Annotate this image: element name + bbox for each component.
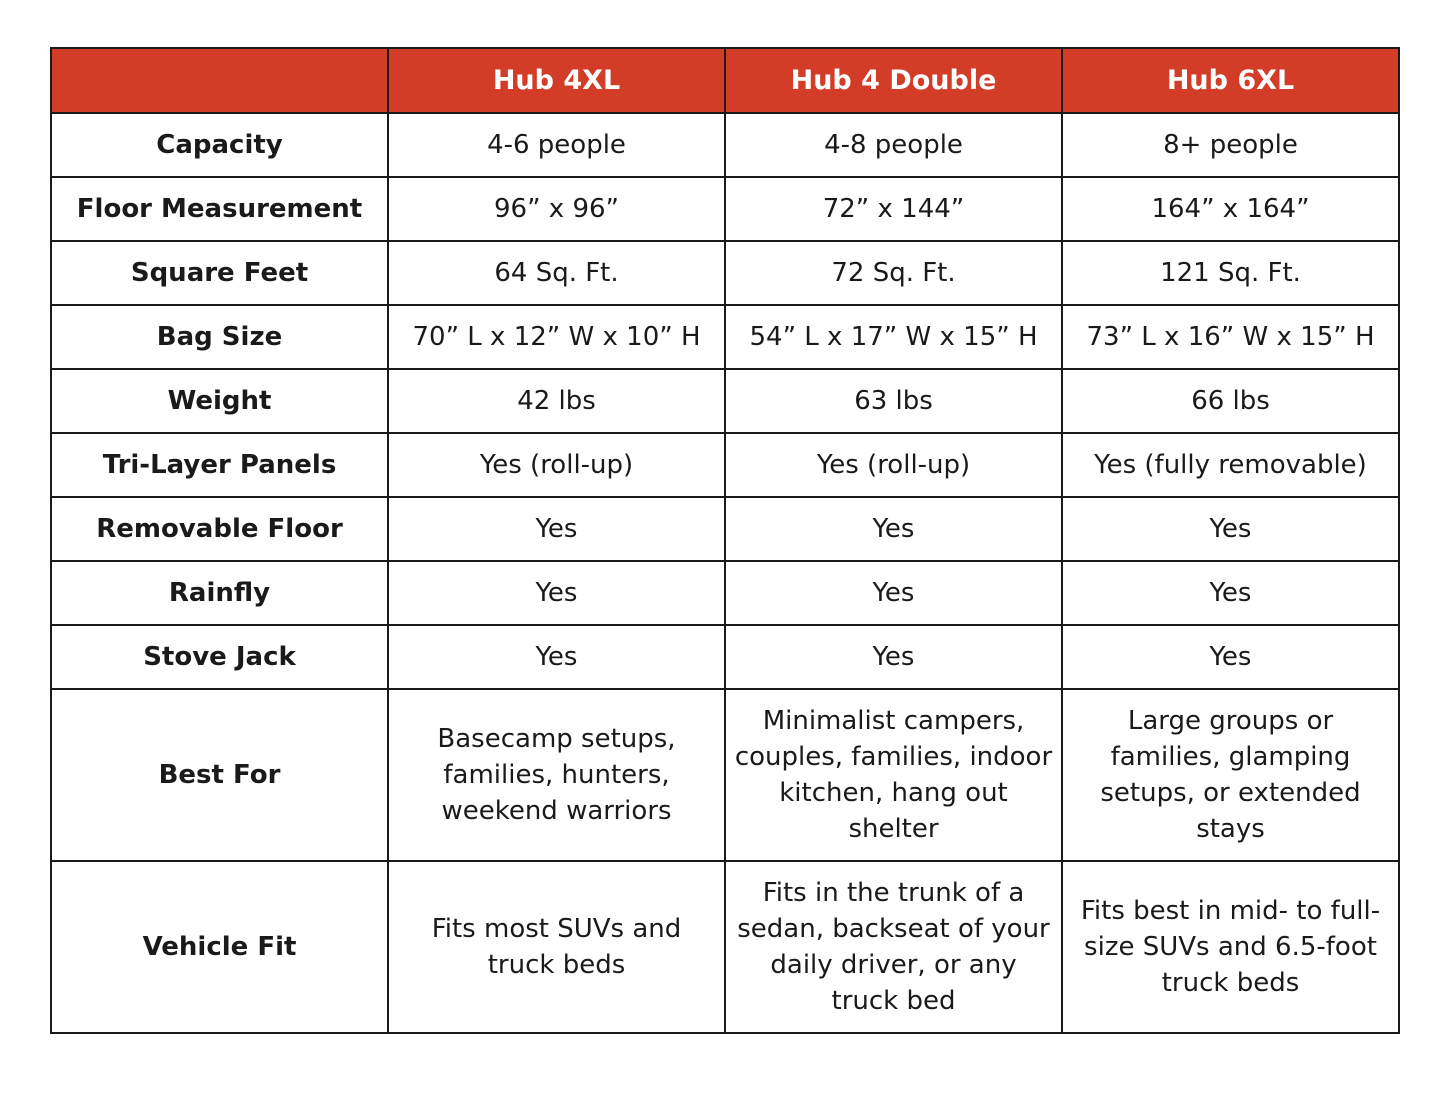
table-cell: 164” x 164” xyxy=(1061,176,1400,242)
row-label: Capacity xyxy=(50,112,389,178)
header-row: Hub 4XL Hub 4 Double Hub 6XL xyxy=(50,47,1400,114)
header-hub-4xl: Hub 4XL xyxy=(387,47,726,114)
table-cell: Large groups or families, glamping setup… xyxy=(1061,688,1400,862)
table-row: Floor Measurement 96” x 96” 72” x 144” 164”… xyxy=(50,176,1400,242)
table-cell: Minimalist campers, couples, families, i… xyxy=(724,688,1063,862)
table-cell: Fits in the trunk of a sedan, backseat o… xyxy=(724,860,1063,1034)
table-cell: 121 Sq. Ft. xyxy=(1061,240,1400,306)
table-cell: Yes (roll-up) xyxy=(387,432,726,498)
row-label: Vehicle Fit xyxy=(50,860,389,1034)
row-label: Stove Jack xyxy=(50,624,389,690)
table-cell: 64 Sq. Ft. xyxy=(387,240,726,306)
table-cell: 42 lbs xyxy=(387,368,726,434)
table-cell: Yes xyxy=(387,496,726,562)
table-cell: Yes xyxy=(1061,624,1400,690)
row-label: Floor Measurement xyxy=(50,176,389,242)
table-cell: 8+ people xyxy=(1061,112,1400,178)
table-cell: 72 Sq. Ft. xyxy=(724,240,1063,306)
row-label: Weight xyxy=(50,368,389,434)
table-row: Tri-Layer Panels Yes (roll-up) Yes (roll-u… xyxy=(50,432,1400,498)
table-cell: 63 lbs xyxy=(724,368,1063,434)
table-cell: Yes xyxy=(387,560,726,626)
table-cell: Yes xyxy=(387,624,726,690)
table-cell: 72” x 144” xyxy=(724,176,1063,242)
row-label: Bag Size xyxy=(50,304,389,370)
header-cell-empty xyxy=(50,47,389,114)
table-cell: Yes xyxy=(724,624,1063,690)
table-cell: 96” x 96” xyxy=(387,176,726,242)
table-cell: 70” L x 12” W x 10” H xyxy=(387,304,726,370)
table-row: Square Feet 64 Sq. Ft. 72 Sq. Ft. 121 Sq. F… xyxy=(50,240,1400,306)
header-hub-6xl: Hub 6XL xyxy=(1061,47,1400,114)
table-row: Rainfly Yes Yes Yes xyxy=(50,560,1400,626)
table-cell: 54” L x 17” W x 15” H xyxy=(724,304,1063,370)
table-row: Removable Floor Yes Yes Yes xyxy=(50,496,1400,562)
table-cell: 4-8 people xyxy=(724,112,1063,178)
table-cell: Yes xyxy=(1061,560,1400,626)
table-cell: Basecamp setups, families, hunters, week… xyxy=(387,688,726,862)
table-cell: Yes xyxy=(724,560,1063,626)
header-hub-4-double: Hub 4 Double xyxy=(724,47,1063,114)
table-row: Bag Size 70” L x 12” W x 10” H 54” L x 17”… xyxy=(50,304,1400,370)
row-label: Square Feet xyxy=(50,240,389,306)
table-row: Capacity 4-6 people 4-8 people 8+ people xyxy=(50,112,1400,178)
comparison-table: Hub 4XL Hub 4 Double Hub 6XL Capacity 4-6… xyxy=(50,47,1400,1034)
row-label: Tri-Layer Panels xyxy=(50,432,389,498)
table-cell: Yes xyxy=(1061,496,1400,562)
table-row: Best For Basecamp setups, families, hunte… xyxy=(50,688,1400,862)
table-cell: 4-6 people xyxy=(387,112,726,178)
table-row: Stove Jack Yes Yes Yes xyxy=(50,624,1400,690)
table-row: Weight 42 lbs 63 lbs 66 lbs xyxy=(50,368,1400,434)
table-cell: Fits most SUVs and truck beds xyxy=(387,860,726,1034)
table-cell: Fits best in mid- to full-size SUVs and … xyxy=(1061,860,1400,1034)
table-cell: Yes xyxy=(724,496,1063,562)
table-row: Vehicle Fit Fits most SUVs and truck beds… xyxy=(50,860,1400,1034)
table-cell: 73” L x 16” W x 15” H xyxy=(1061,304,1400,370)
table-cell: Yes (fully removable) xyxy=(1061,432,1400,498)
row-label: Rainfly xyxy=(50,560,389,626)
row-label: Removable Floor xyxy=(50,496,389,562)
table-cell: 66 lbs xyxy=(1061,368,1400,434)
row-label: Best For xyxy=(50,688,389,862)
table-cell: Yes (roll-up) xyxy=(724,432,1063,498)
